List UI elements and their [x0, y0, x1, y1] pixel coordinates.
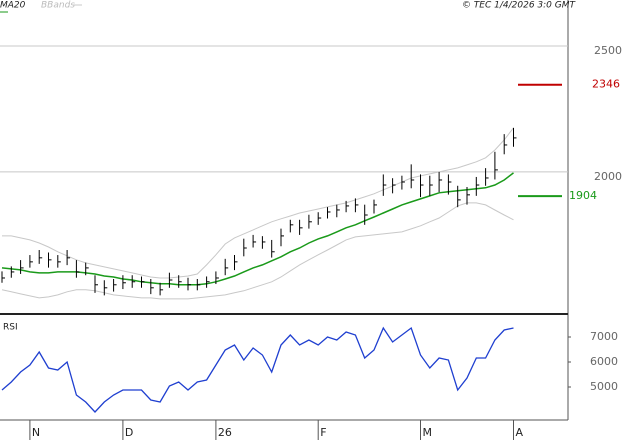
y-tick-label: 2500 [594, 44, 622, 57]
legend-entry: MA20 [0, 1, 26, 11]
legend-entry: BBands [41, 1, 75, 11]
band-lower [1, 202, 514, 300]
band-upper [2, 127, 514, 279]
x-tick-label: A [516, 426, 524, 439]
y-tick-label: 6000 [590, 355, 618, 368]
ma-line [1, 172, 514, 286]
y-tick-label: 2000 [594, 170, 622, 183]
y-tick-label: 7000 [590, 330, 618, 343]
x-tick-label: D [125, 426, 133, 439]
x-tick-label: 26 [218, 426, 232, 439]
x-tick-label: N [32, 426, 40, 439]
level-label: 1904 [569, 189, 597, 202]
y-tick-label: 5000 [590, 380, 618, 393]
credit: © TEC 1/4/2026 3:0 GMT [462, 1, 577, 11]
level-label: 2346 [592, 78, 620, 91]
x-tick-label: M [423, 426, 433, 439]
x-tick-label: F [320, 426, 326, 439]
rsi-line [1, 326, 514, 413]
panel-title: RSI [3, 323, 18, 333]
